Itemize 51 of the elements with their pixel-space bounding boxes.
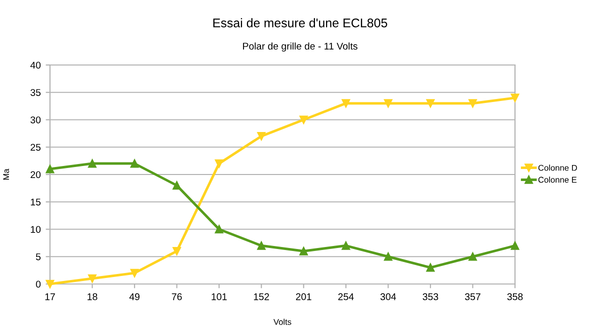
point (299, 246, 308, 256)
x-axis-title: Volts (274, 318, 292, 325)
y-tick-label: 15 (30, 198, 41, 206)
point (342, 99, 350, 108)
x-tick-label: 254 (338, 293, 354, 300)
point (88, 159, 96, 168)
point (510, 242, 520, 250)
y-axis-title: Ma (3, 168, 10, 180)
y-tick-label: 5 (36, 253, 41, 260)
point (257, 242, 266, 250)
x-tick-label: 49 (129, 293, 140, 300)
y-tick-label: 40 (30, 62, 41, 69)
point (468, 99, 477, 108)
x-tick-label: 358 (507, 293, 523, 300)
y-tick-label: 25 (30, 144, 41, 151)
x-tick-label: 353 (422, 293, 438, 300)
x-tick-label: 101 (212, 293, 227, 300)
point (384, 99, 392, 108)
point (172, 181, 181, 190)
point (88, 274, 96, 283)
y-tick-label: 10 (30, 226, 41, 233)
x-tick-label: 201 (296, 293, 312, 300)
point (46, 280, 54, 288)
x-tick-label: 18 (88, 293, 98, 300)
point (384, 252, 392, 261)
point (257, 132, 266, 140)
point (510, 94, 520, 102)
point (342, 242, 350, 250)
point (214, 159, 224, 168)
x-tick-label: 152 (254, 293, 269, 300)
x-tick-label: 304 (380, 293, 396, 300)
point (468, 252, 477, 261)
point (426, 263, 435, 272)
point (172, 246, 181, 256)
point (46, 164, 54, 174)
y-tick-label: 30 (30, 116, 41, 124)
legend-label: Colonne E (538, 176, 577, 183)
x-tick-label: 357 (464, 293, 480, 300)
point (130, 268, 139, 278)
y-tick-label: 0 (36, 280, 41, 288)
point (214, 225, 224, 234)
chart-subtitle: Polar de grille de - 11 Volts (243, 42, 358, 52)
point (130, 159, 139, 168)
legend-label: Colonne D (538, 164, 577, 171)
chart-title: Essai de mesure d'une ECL805 (213, 18, 388, 28)
x-tick-label: 76 (172, 293, 182, 300)
y-tick-label: 35 (30, 89, 41, 96)
y-tick-label: 20 (30, 171, 41, 178)
x-tick-label: 17 (45, 293, 55, 300)
point (426, 99, 435, 108)
point (299, 116, 308, 124)
